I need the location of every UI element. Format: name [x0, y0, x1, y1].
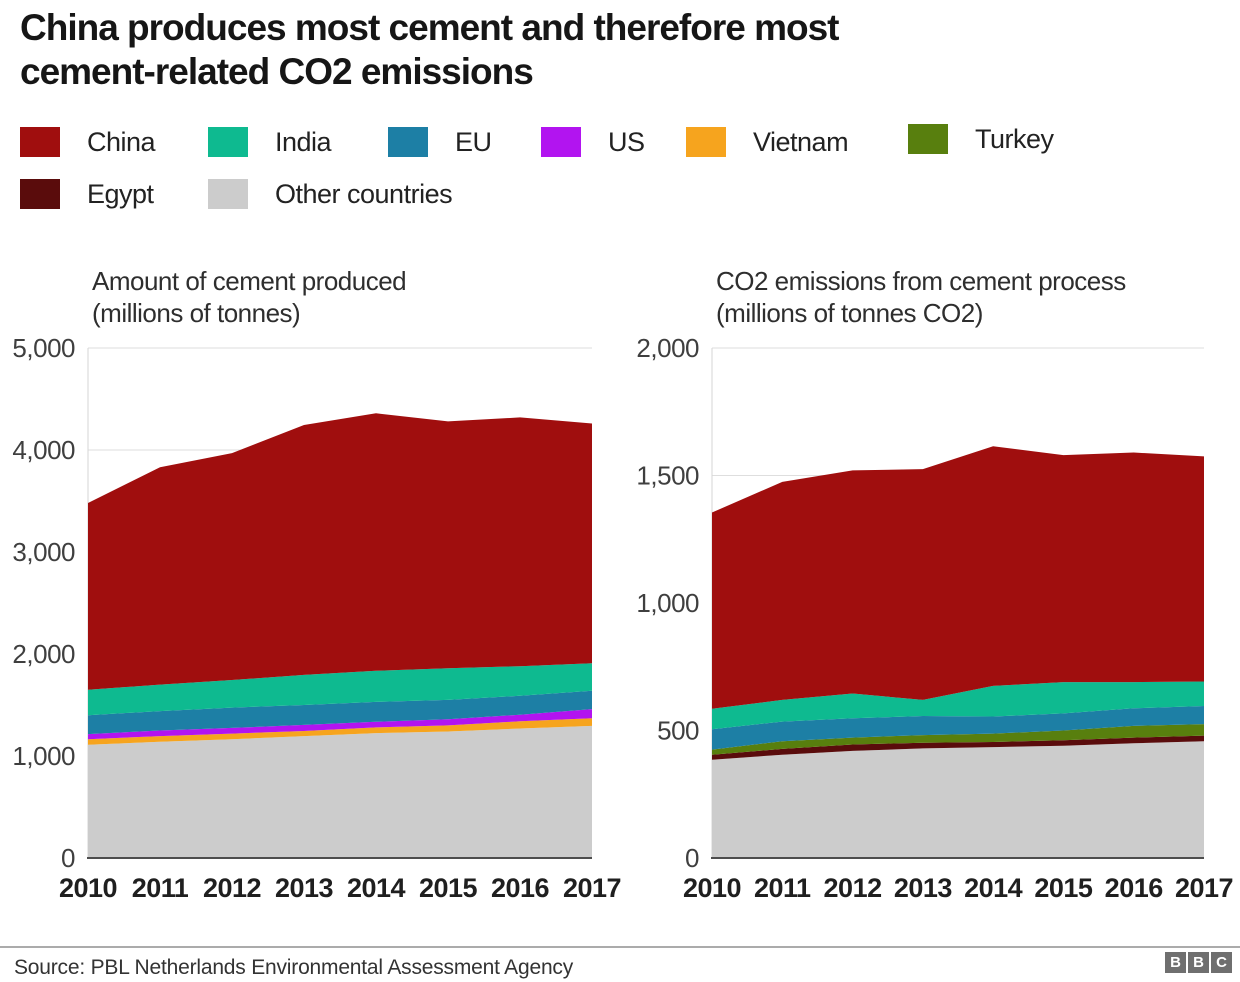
x-tick-label: 2015	[1034, 873, 1093, 903]
legend-item-india: India	[208, 126, 332, 158]
x-tick-label: 2011	[754, 873, 811, 903]
y-tick-label: 1,500	[636, 461, 699, 491]
co2-emissions-chart: 0 500 1,000 1,500 2,000 2010 2011 2012 2013 2014 2…	[636, 333, 1233, 903]
area-eu	[712, 706, 1204, 750]
area-eu	[88, 690, 592, 735]
right-chart-title-line1: CO2 emissions from cement process	[716, 266, 1126, 296]
legend-swatch-vietnam	[686, 127, 726, 157]
legend-swatch-eu	[388, 127, 428, 157]
y-tick-label: 1,000	[12, 741, 75, 771]
x-tick-label: 2014	[964, 873, 1023, 903]
legend-item-turkey: Turkey	[908, 123, 1054, 155]
legend-item-us: US	[541, 126, 645, 158]
x-tick-label: 2012	[824, 873, 882, 903]
y-tick-label: 5,000	[12, 333, 75, 363]
area-india	[712, 681, 1204, 730]
y-tick-label: 0	[61, 843, 75, 873]
legend-label-vietnam: Vietnam	[753, 126, 849, 157]
bbc-logo-block-b2: B	[1188, 952, 1209, 973]
x-tick-label: 2017	[563, 873, 621, 903]
legend-label-turkey: Turkey	[975, 123, 1054, 154]
cement-production-chart: 0 1,000 2,000 3,000 4,000 5,000 2010 2011 2012 20…	[12, 333, 621, 903]
left-chart-title-line1: Amount of cement produced	[92, 266, 407, 296]
area-china	[88, 413, 592, 690]
x-tick-label: 2016	[491, 873, 550, 903]
legend-label-other-countries: Other countries	[275, 178, 453, 209]
area-other-countries	[88, 725, 592, 858]
right-chart-title-line2: (millions of tonnes CO2)	[716, 297, 983, 328]
y-tick-label: 4,000	[12, 435, 75, 465]
legend-swatch-turkey	[908, 124, 948, 154]
legend-item-china: China	[20, 126, 156, 158]
area-us	[88, 709, 592, 740]
source-text: Source: PBL Netherlands Environmental As…	[14, 956, 574, 979]
x-tick-label: 2014	[347, 873, 406, 903]
y-tick-label: 0	[685, 843, 699, 873]
x-tick-label: 2012	[203, 873, 261, 903]
x-tick-label: 2015	[419, 873, 478, 903]
footer-divider	[0, 946, 1240, 948]
bbc-logo: B B C	[1165, 952, 1232, 973]
right-chart-title: CO2 emissions from cement process (milli…	[716, 266, 1126, 329]
left-chart-title-line2: (millions of tonnes)	[92, 297, 301, 328]
bbc-logo-block-b1: B	[1165, 952, 1186, 973]
bbc-logo-block-c: C	[1211, 952, 1232, 973]
x-tick-label: 2010	[683, 873, 741, 903]
y-tick-label: 3,000	[12, 537, 75, 567]
legend-label-eu: EU	[455, 126, 492, 157]
legend-label-egypt: Egypt	[87, 178, 154, 209]
legend-item-eu: EU	[388, 126, 492, 158]
legend-label-us: US	[608, 126, 645, 157]
x-tick-label: 2010	[59, 873, 117, 903]
legend-swatch-other-countries	[208, 179, 248, 209]
x-tick-label: 2016	[1105, 873, 1164, 903]
area-turkey	[712, 724, 1204, 755]
legend-swatch-us	[541, 127, 581, 157]
legend-item-vietnam: Vietnam	[686, 126, 849, 158]
x-tick-label: 2017	[1175, 873, 1233, 903]
legend-item-egypt: Egypt	[20, 178, 154, 210]
legend-label-china: China	[87, 126, 156, 157]
x-tick-label: 2013	[894, 873, 953, 903]
area-egypt	[712, 735, 1204, 760]
area-other-countries	[712, 741, 1204, 858]
area-vietnam	[88, 718, 592, 745]
y-tick-label: 1,000	[636, 588, 699, 618]
left-chart-title: Amount of cement produced (millions of t…	[92, 266, 407, 329]
area-china	[712, 446, 1204, 709]
y-tick-label: 500	[657, 716, 699, 746]
legend-item-other-countries: Other countries	[208, 178, 453, 210]
legend-swatch-china	[20, 127, 60, 157]
x-tick-label: 2011	[132, 873, 189, 903]
y-tick-label: 2,000	[12, 639, 75, 669]
legend-swatch-egypt	[20, 179, 60, 209]
x-tick-label: 2013	[275, 873, 334, 903]
area-india	[88, 663, 592, 716]
stacked-area-charts: 0 1,000 2,000 3,000 4,000 5,000 2010 2011 2012 20…	[12, 333, 1233, 903]
legend-label-india: India	[275, 126, 332, 157]
y-tick-label: 2,000	[636, 333, 699, 363]
legend-swatch-india	[208, 127, 248, 157]
page-title: China produces most cement and therefore…	[20, 7, 840, 93]
